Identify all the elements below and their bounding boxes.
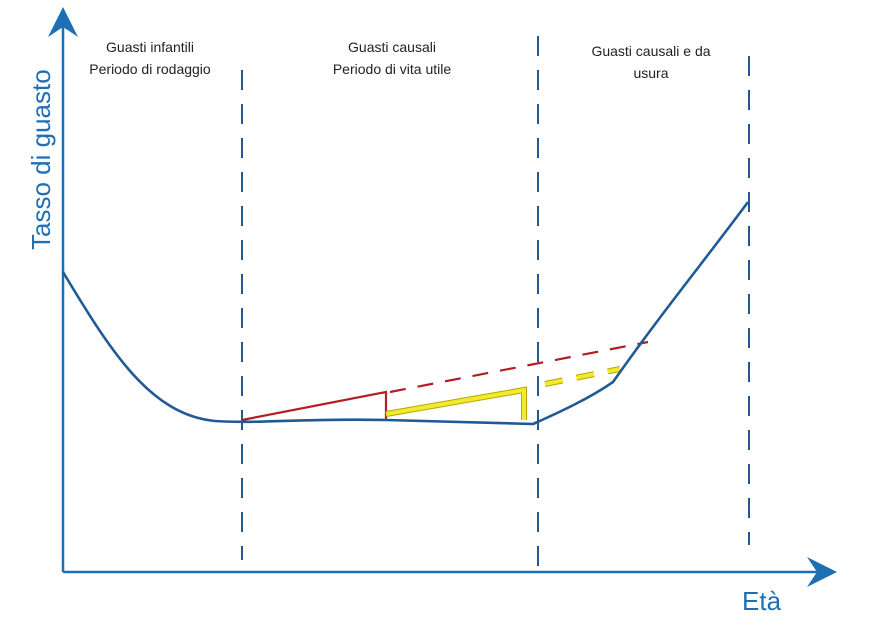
region-2-line1: Guasti causali	[348, 39, 436, 55]
region-1-line1: Guasti infantili	[106, 39, 194, 55]
bathtub-curve	[61, 201, 750, 426]
region-2-line2: Periodo di vita utile	[333, 61, 452, 77]
red-dashed-trend	[389, 340, 649, 394]
yellow-solid-trend	[385, 387, 526, 420]
y-axis-label: Tasso di guasto	[26, 69, 56, 250]
region-1-line2: Periodo di rodaggio	[89, 61, 211, 77]
red-solid-trend	[241, 390, 388, 422]
x-axis-label: Età	[742, 586, 782, 616]
region-3-line2: usura	[633, 65, 668, 81]
region-3-line1: Guasti causali e da	[591, 43, 710, 59]
yellow-dashed-trend	[544, 367, 621, 386]
